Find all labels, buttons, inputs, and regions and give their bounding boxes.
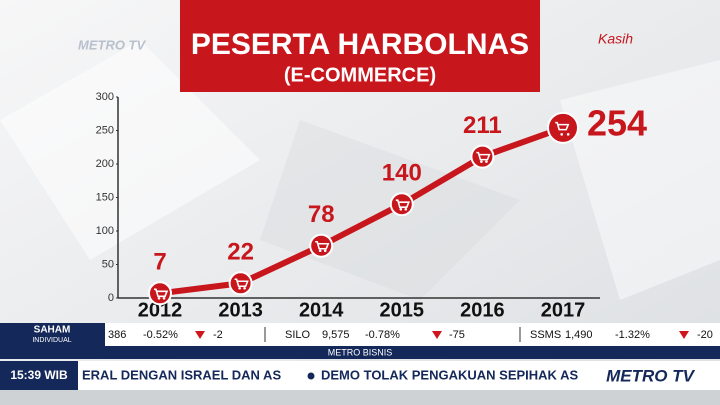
ticker-item: -2	[213, 329, 223, 341]
cart-icon	[395, 199, 410, 208]
cart-icon	[154, 288, 169, 298]
news-item: DEMO TOLAK PENGAKUAN SEPIHAK AS S	[321, 367, 591, 382]
cart-wheel	[162, 297, 166, 300]
logo-box	[580, 361, 720, 390]
cart-wheel	[318, 249, 322, 253]
x-tick-label: 2016	[460, 299, 505, 321]
ticker-item: -1.32%	[615, 329, 650, 341]
chart-subtitle: (E-COMMERCE)	[284, 64, 436, 86]
data-line	[159, 124, 565, 297]
x-tick-label: 2012	[138, 299, 183, 321]
cart-icon	[555, 121, 570, 131]
ticker-item: SILO	[285, 329, 311, 341]
point-marker	[389, 192, 414, 217]
cart-wheel	[566, 133, 570, 136]
x-tick-label: 2017	[541, 299, 586, 321]
y-tick-label: 0	[108, 292, 114, 304]
section-bar	[0, 346, 720, 359]
y-tick-label: 50	[102, 258, 114, 270]
ticker-label: SAHAM	[34, 325, 71, 336]
section-title: METRO BISNIS	[328, 347, 393, 357]
point-marker	[547, 111, 579, 144]
data-label: 7	[153, 249, 166, 276]
cart-icon	[315, 240, 330, 250]
point-marker	[470, 144, 495, 169]
cart-wheel	[243, 286, 246, 290]
data-label: 254	[587, 102, 647, 143]
cart-wheel	[560, 133, 563, 136]
data-label: 211	[463, 112, 502, 139]
ticker-item: 9,575	[322, 329, 350, 341]
cart-wheel	[238, 286, 241, 290]
ticker-label: INDIVIDUAL	[32, 337, 71, 344]
x-tick-label: 2013	[218, 299, 263, 321]
news-item: ERAL DENGAN ISRAEL DAN AS	[82, 367, 281, 382]
cart-wheel	[485, 160, 488, 163]
down-arrow	[679, 331, 689, 339]
time-box	[0, 361, 78, 390]
channel-logo: METRO TV	[606, 366, 695, 385]
y-tick-label: 150	[96, 191, 114, 203]
news-separator	[307, 372, 315, 380]
ticker-items: 386 -0.52% -2 SILO 9,575 -0.78% -75 SSMS 1,490 -1…	[108, 327, 713, 342]
bottom-strip	[0, 390, 720, 405]
time: 15:39 WIB	[10, 368, 68, 382]
ticker-label-box	[0, 323, 105, 346]
y-tick-label: 300	[96, 91, 114, 103]
chart-title: PESERTA HARBOLNAS	[191, 28, 529, 61]
x-tick-label: 2014	[299, 299, 344, 321]
ticker-bar	[0, 323, 720, 346]
data-label: 22	[227, 239, 254, 266]
ticker-item: 1,490	[565, 329, 593, 341]
data-label: 78	[308, 201, 335, 228]
y-tick-label: 200	[96, 158, 114, 170]
point-marker	[148, 281, 172, 306]
ticker-item: -75	[449, 329, 465, 341]
ticker-item: SSMS	[530, 329, 561, 341]
point-marker	[309, 233, 334, 258]
ticker-item: -0.78%	[365, 329, 400, 341]
point-marker	[228, 271, 253, 296]
ticker-item: 386	[108, 329, 126, 341]
ticker-item: -0.52%	[143, 329, 178, 341]
cart-icon	[476, 151, 491, 161]
program-logo: Kasih	[598, 31, 633, 47]
down-arrow	[195, 331, 205, 339]
cart-wheel	[323, 249, 327, 253]
cart-wheel	[404, 207, 408, 211]
y-tick-label: 250	[96, 124, 114, 136]
cart-wheel	[157, 297, 161, 300]
x-tick-label: 2015	[380, 299, 425, 321]
bg-shape	[560, 60, 720, 300]
title-box	[180, 0, 540, 92]
down-arrow	[432, 331, 442, 339]
cart-wheel	[399, 207, 403, 211]
plot: 0 50 100 150 200 250 300 2012 2013 2014 2015 2016 20…	[96, 91, 647, 321]
cart-wheel	[480, 160, 483, 163]
y-tick-label: 100	[96, 225, 114, 237]
cart-icon	[234, 278, 249, 288]
data-label: 140	[382, 160, 422, 187]
channel-logo: METRO TV	[78, 37, 146, 52]
bg-shape	[0, 40, 260, 260]
ticker-item: -20	[697, 329, 713, 341]
